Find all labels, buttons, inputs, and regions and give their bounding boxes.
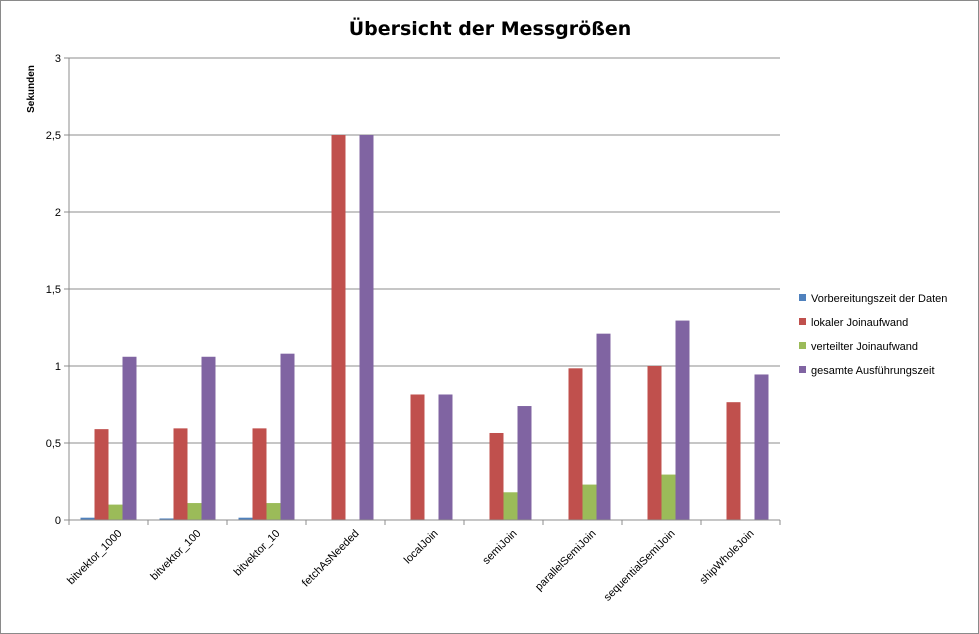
bar-parallelSemiJoin-series-2 xyxy=(582,484,597,520)
y-tick-label: 1 xyxy=(55,361,61,373)
bar-bitvektor_10-series-1 xyxy=(252,428,267,520)
bar-bitvektor_1000-series-0 xyxy=(80,517,95,520)
y-tick-labels: 0 0,5 1 1,5 2 2,5 3 xyxy=(46,53,61,527)
legend-label: verteilter Joinaufwand xyxy=(811,341,918,353)
bar-bitvektor_100-series-1 xyxy=(173,428,188,520)
chart-title: Übersicht der Messgrößen xyxy=(349,16,632,40)
x-tick-label: bitvektor_100 xyxy=(148,528,203,583)
y-tick-label: 2,5 xyxy=(46,130,61,142)
y-tick-label: 0,5 xyxy=(46,438,61,450)
bar-semiJoin-series-1 xyxy=(489,432,504,520)
legend-swatch xyxy=(799,318,806,325)
bar-fetchAsNeeded-series-3 xyxy=(359,135,374,520)
y-tick-label: 0 xyxy=(55,515,61,527)
bar-parallelSemiJoin-series-1 xyxy=(568,368,583,520)
bar-bitvektor_1000-series-1 xyxy=(94,429,109,520)
legend-swatch xyxy=(799,366,806,373)
x-tick-label: shipWholeJoin xyxy=(698,528,757,587)
bar-bitvektor_10-series-2 xyxy=(266,503,281,520)
x-tick-label: localJoin xyxy=(402,528,441,567)
x-tick-labels: bitvektor_1000 bitvektor_100 bitvektor_10 f… xyxy=(65,528,757,604)
bar-bitvektor_10-series-3 xyxy=(280,353,295,520)
legend-label: lokaler Joinaufwand xyxy=(811,317,908,329)
bar-sequentialSemiJoin-series-1 xyxy=(647,366,662,520)
bar-shipWholeJoin-series-1 xyxy=(726,402,741,520)
bar-bitvektor_100-series-2 xyxy=(187,503,202,520)
y-tick-label: 3 xyxy=(55,53,61,65)
bar-bitvektor_100-series-0 xyxy=(159,518,174,520)
bar-shipWholeJoin-series-3 xyxy=(754,374,769,520)
x-tick-label: bitvektor_10 xyxy=(232,528,283,579)
bars xyxy=(80,135,769,520)
bar-semiJoin-series-2 xyxy=(503,492,518,520)
bar-fetchAsNeeded-series-1 xyxy=(331,135,346,520)
y-axis-label: Sekunden xyxy=(26,65,37,113)
bar-localJoin-series-3 xyxy=(438,394,453,520)
axes xyxy=(64,57,781,525)
y-tick-label: 2 xyxy=(55,207,61,219)
bar-bitvektor_10-series-0 xyxy=(238,517,253,520)
legend-label: Vorbereitungszeit der Daten xyxy=(811,293,947,305)
x-tick-label: semiJoin xyxy=(480,528,519,567)
x-tick-label: bitvektor_1000 xyxy=(65,528,125,588)
bar-sequentialSemiJoin-series-3 xyxy=(675,320,690,520)
legend-swatch xyxy=(799,294,806,301)
gridlines xyxy=(69,57,780,444)
bar-semiJoin-series-3 xyxy=(517,406,532,520)
x-tick-label: parallelSemiJoin xyxy=(533,528,599,594)
bar-sequentialSemiJoin-series-2 xyxy=(661,474,676,520)
legend: Vorbereitungszeit der Daten lokaler Joina… xyxy=(799,293,947,377)
x-tick-label: sequentialSemiJoin xyxy=(602,528,678,604)
x-tick-label: fetchAsNeeded xyxy=(300,528,362,590)
legend-label: gesamte Ausführungszeit xyxy=(811,365,935,377)
bar-bitvektor_1000-series-3 xyxy=(122,356,137,520)
legend-swatch xyxy=(799,342,806,349)
y-tick-label: 1,5 xyxy=(46,284,61,296)
bar-parallelSemiJoin-series-3 xyxy=(596,333,611,520)
bar-bitvektor_100-series-3 xyxy=(201,356,216,520)
bar-localJoin-series-1 xyxy=(410,394,425,520)
bar-bitvektor_1000-series-2 xyxy=(108,504,123,520)
